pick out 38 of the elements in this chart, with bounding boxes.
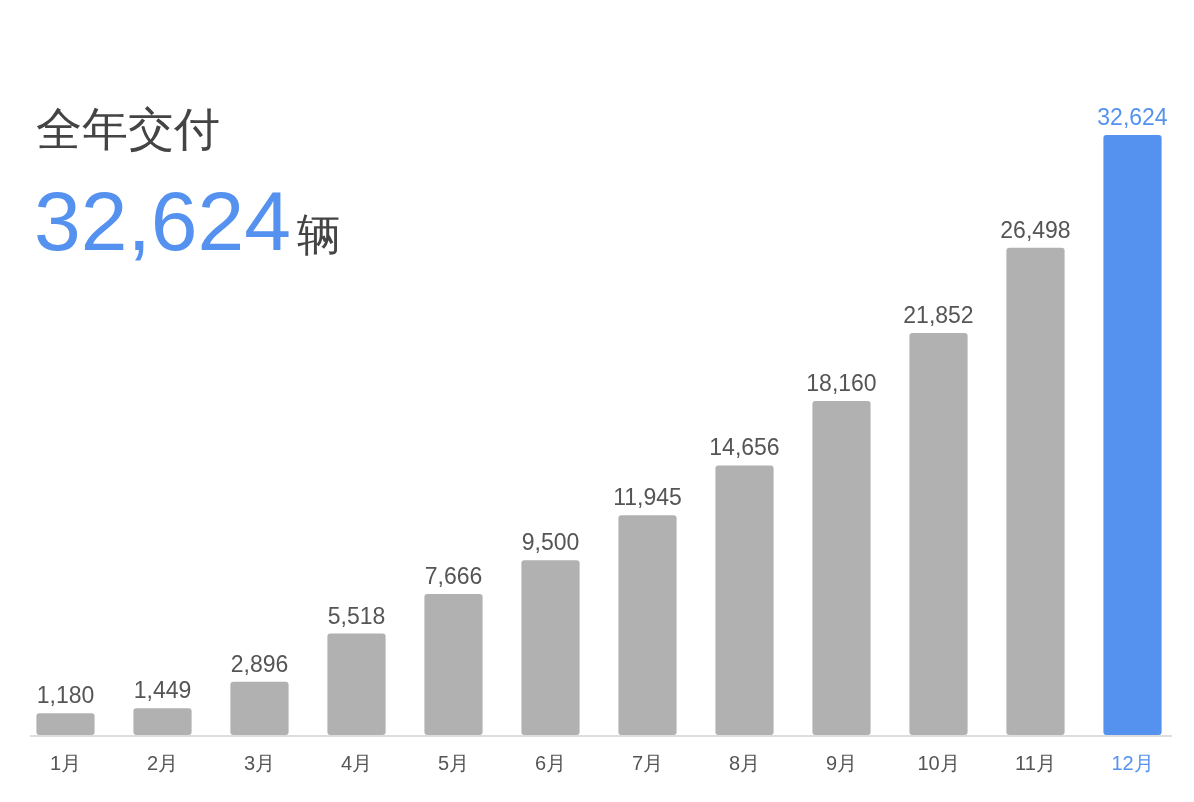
- x-tick-label: 8月: [728, 752, 761, 774]
- bar: [909, 333, 968, 735]
- bar: [327, 633, 386, 735]
- bar: [521, 560, 580, 735]
- data-label: 11,945: [613, 484, 682, 511]
- bar: [36, 713, 95, 735]
- data-label: 7,666: [424, 563, 483, 590]
- x-tick-label: 3月: [243, 752, 276, 774]
- data-label: 9,500: [521, 529, 580, 556]
- x-tick-label: 7月: [631, 752, 664, 774]
- data-label: 18,160: [806, 370, 877, 397]
- text: 32,624辆: [34, 174, 341, 268]
- bar: [618, 515, 677, 735]
- bar: [1103, 135, 1162, 735]
- x-tick-label: 6月: [534, 752, 567, 774]
- data-label: 1,180: [36, 682, 95, 709]
- bar: [424, 594, 483, 735]
- bar: [133, 708, 192, 735]
- x-tick-label: 10月: [917, 752, 960, 774]
- data-label: 2,896: [230, 650, 289, 677]
- x-tick-label: 4月: [340, 752, 373, 774]
- data-label: 26,498: [1000, 216, 1071, 243]
- bar: [230, 681, 289, 735]
- x-tick-label: 2月: [146, 752, 179, 774]
- bar: [812, 401, 871, 735]
- data-label: 5,518: [327, 602, 386, 629]
- bar: [715, 465, 774, 735]
- bar: [1006, 247, 1065, 735]
- data-label: 21,852: [903, 302, 974, 329]
- x-tick-label: 1月: [49, 752, 82, 774]
- x-tick-label: 12月: [1111, 752, 1154, 774]
- data-label: 1,449: [133, 677, 192, 704]
- x-tick-label: 5月: [437, 752, 470, 774]
- x-tick-label: 11月: [1015, 752, 1056, 774]
- data-label: 32,624: [1097, 104, 1168, 130]
- x-tick-label: 9月: [825, 752, 858, 774]
- chart-title: 全年交付: [36, 103, 220, 155]
- data-label: 14,656: [709, 434, 780, 461]
